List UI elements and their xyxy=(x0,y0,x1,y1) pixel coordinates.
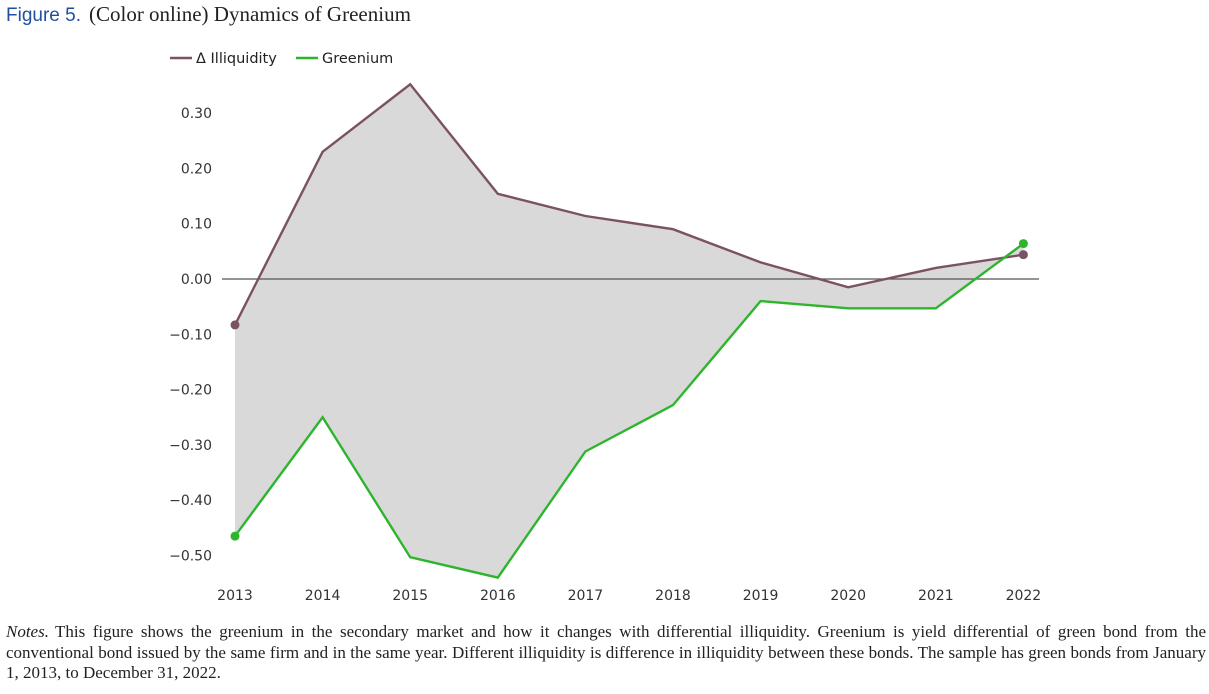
x-tick-label: 2021 xyxy=(918,588,954,604)
figure-caption: Figure 5. (Color online) Dynamics of Gree… xyxy=(6,2,411,27)
legend: Δ Illiquidity Greenium xyxy=(170,51,393,67)
y-tick-label: −0.10 xyxy=(169,327,212,343)
x-tick-label: 2022 xyxy=(1006,588,1042,604)
y-tick-label: 0.10 xyxy=(181,217,212,233)
x-tick-label: 2018 xyxy=(655,588,691,604)
series-line-illiquidity xyxy=(233,82,1024,326)
series-markers xyxy=(230,239,1028,541)
x-tick-label: 2020 xyxy=(830,588,866,604)
x-tick-label: 2015 xyxy=(392,588,428,604)
y-tick-label: 0.20 xyxy=(181,161,212,177)
series-line-greenium xyxy=(234,242,1025,579)
y-axis-ticks: 0.30 0.20 0.10 0.00 −0.10 −0.20 −0.30 −0.40 −0.5… xyxy=(169,106,212,564)
x-axis-ticks: 2013 2014 2015 2016 2017 2018 2019 2020 2021 2022 xyxy=(217,588,1041,604)
x-tick-label: 2016 xyxy=(480,588,516,604)
x-tick-label: 2017 xyxy=(568,588,604,604)
legend-label: Δ Illiquidity xyxy=(196,51,277,67)
x-tick-label: 2013 xyxy=(217,588,253,604)
y-tick-label: −0.50 xyxy=(169,549,212,565)
notes-text: This figure shows the greenium in the se… xyxy=(6,622,1206,682)
series-lines xyxy=(233,82,1025,579)
series-end-point xyxy=(1018,250,1028,260)
notes-label: Notes. xyxy=(6,622,49,641)
x-tick-label: 2019 xyxy=(743,588,779,604)
y-tick-label: −0.30 xyxy=(169,438,212,454)
legend-label: Greenium xyxy=(322,51,393,67)
figure-notes: Notes. This figure shows the greenium in … xyxy=(6,622,1206,684)
figure-label: Figure 5. xyxy=(6,5,81,26)
series-end-point xyxy=(1018,239,1028,249)
series-end-point xyxy=(230,531,240,541)
y-tick-label: −0.20 xyxy=(169,383,212,399)
y-tick-label: 0.00 xyxy=(181,272,212,288)
x-tick-label: 2014 xyxy=(305,588,341,604)
figure-title: (Color online) Dynamics of Greenium xyxy=(88,2,411,26)
y-tick-label: 0.30 xyxy=(181,106,212,122)
fill-between-area xyxy=(235,84,1024,578)
series-end-point xyxy=(230,320,240,330)
greenium-chart: Δ Illiquidity Greenium 0.30 0.20 0.10 0.00 −0… xyxy=(169,51,1041,604)
y-tick-label: −0.40 xyxy=(169,493,212,509)
